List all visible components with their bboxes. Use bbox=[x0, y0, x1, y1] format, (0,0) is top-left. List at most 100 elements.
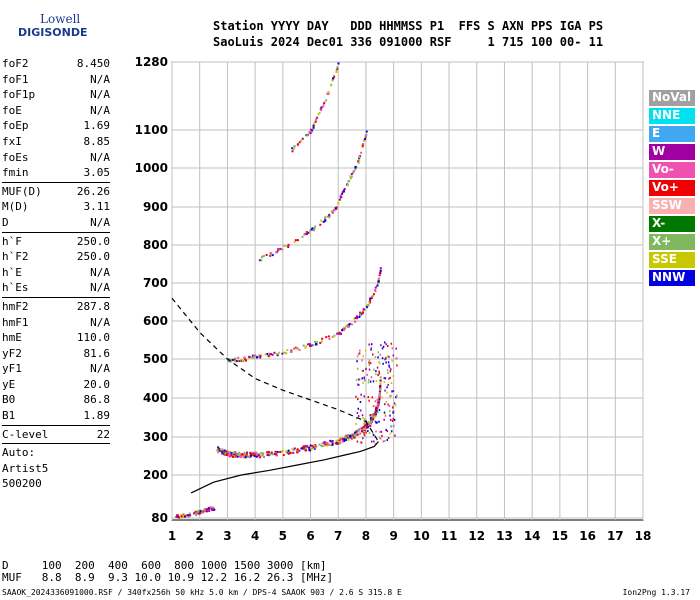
echo-point bbox=[344, 435, 347, 438]
x-tick-label: 18 bbox=[635, 529, 652, 543]
echo-point bbox=[393, 424, 395, 427]
echo-point bbox=[322, 105, 325, 108]
param-value: N/A bbox=[90, 72, 110, 86]
echo-point bbox=[372, 413, 375, 416]
echo-point bbox=[304, 345, 307, 348]
echo-point bbox=[316, 116, 319, 119]
echo-point bbox=[370, 413, 372, 416]
echo-point bbox=[355, 430, 358, 433]
echo-point bbox=[198, 509, 201, 512]
echo-point bbox=[320, 106, 323, 109]
echo-point bbox=[205, 510, 208, 513]
echo-point bbox=[379, 362, 381, 365]
y-tick-label: 700 bbox=[143, 276, 168, 290]
echo-point bbox=[204, 507, 207, 510]
echo-point bbox=[357, 161, 360, 164]
echo-point bbox=[370, 295, 373, 298]
echo-point bbox=[218, 449, 221, 452]
echo-point bbox=[237, 452, 240, 455]
echo-point bbox=[362, 308, 365, 311]
echo-point bbox=[304, 446, 307, 449]
x-tick-label: 13 bbox=[496, 529, 513, 543]
echo-point bbox=[363, 432, 365, 435]
echo-point bbox=[211, 509, 214, 512]
echo-point bbox=[393, 410, 395, 413]
echo-point bbox=[280, 450, 283, 453]
y-tick-label: 1100 bbox=[135, 123, 168, 137]
echo-point bbox=[230, 360, 233, 363]
echo-point bbox=[371, 294, 374, 297]
echo-point bbox=[276, 249, 279, 252]
echo-point bbox=[389, 395, 391, 398]
x-tick-label: 1 bbox=[168, 529, 176, 543]
echo-point bbox=[375, 421, 378, 424]
echo-point bbox=[289, 452, 292, 455]
echo-point bbox=[196, 510, 199, 513]
echo-point bbox=[304, 346, 307, 349]
echo-point bbox=[367, 422, 370, 425]
echo-point bbox=[183, 514, 186, 517]
echo-point bbox=[382, 345, 385, 348]
echo-point bbox=[382, 440, 385, 443]
echo-point bbox=[345, 325, 348, 328]
echo-point bbox=[258, 456, 261, 459]
echo-point bbox=[298, 348, 301, 351]
echo-point bbox=[247, 455, 250, 458]
echo-point bbox=[357, 383, 359, 386]
param-key: 500200 bbox=[2, 477, 42, 491]
echo-point bbox=[379, 437, 382, 440]
echo-point bbox=[227, 360, 230, 363]
y-tick-label: 1000 bbox=[135, 161, 168, 175]
echo-point bbox=[385, 428, 387, 431]
echo-point bbox=[324, 216, 327, 219]
echo-point bbox=[349, 436, 352, 439]
echo-point bbox=[335, 206, 338, 209]
echo-point bbox=[359, 349, 361, 352]
echo-point bbox=[378, 397, 381, 400]
echo-point bbox=[262, 255, 265, 258]
echo-point bbox=[381, 347, 384, 350]
echo-point bbox=[230, 453, 233, 456]
echo-point bbox=[348, 323, 351, 326]
echo-point bbox=[354, 435, 357, 438]
param-key: foEp bbox=[2, 119, 29, 133]
param-separator bbox=[2, 443, 110, 445]
echo-point bbox=[292, 451, 295, 454]
param-separator bbox=[2, 181, 110, 183]
parameter-list: foF2 8.450 foF1 N/A foF1p N/A foE N/A foEp 1.69 fx… bbox=[2, 56, 110, 492]
echo-point bbox=[276, 454, 279, 457]
x-tick-label: 2 bbox=[196, 529, 204, 543]
echo-point bbox=[243, 451, 246, 454]
echo-point bbox=[368, 414, 371, 417]
y-tick-label: 1280 bbox=[135, 55, 168, 69]
echo-point bbox=[396, 357, 398, 360]
echo-point bbox=[376, 366, 379, 369]
echo-point bbox=[239, 453, 242, 456]
echo-point bbox=[268, 453, 271, 456]
echo-point bbox=[199, 510, 202, 513]
echo-point bbox=[363, 139, 366, 142]
echo-point bbox=[314, 225, 317, 228]
echo-point bbox=[177, 516, 180, 519]
echo-point bbox=[358, 428, 361, 431]
echo-point bbox=[249, 454, 252, 457]
echo-point bbox=[384, 358, 386, 361]
echo-point bbox=[312, 344, 315, 347]
echo-point bbox=[388, 366, 391, 369]
echo-point bbox=[338, 441, 341, 444]
y-tick-label: 900 bbox=[143, 200, 168, 214]
echo-point bbox=[362, 355, 364, 358]
echo-point bbox=[387, 436, 390, 439]
echo-point bbox=[227, 450, 230, 453]
echo-point bbox=[383, 411, 386, 414]
echo-point bbox=[360, 430, 363, 433]
echo-point bbox=[389, 370, 392, 373]
echo-point bbox=[386, 391, 388, 394]
param-key: fmin bbox=[2, 166, 29, 180]
echo-point bbox=[368, 432, 371, 435]
trace-es-trace bbox=[175, 506, 216, 519]
echo-point bbox=[253, 356, 256, 359]
echo-point bbox=[296, 448, 299, 451]
legend-item-nnw: NNW bbox=[649, 270, 695, 286]
echo-point bbox=[368, 399, 370, 402]
